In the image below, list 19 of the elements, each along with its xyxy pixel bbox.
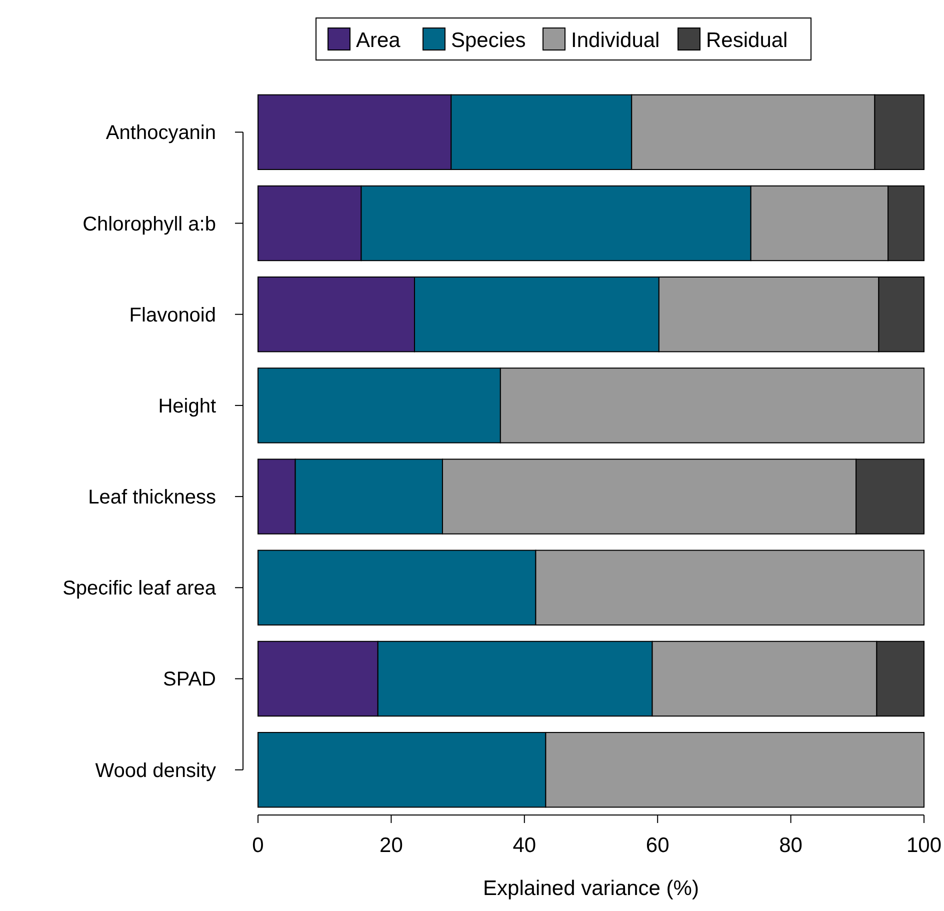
legend-label: Individual — [571, 29, 660, 52]
y-tick-label: Specific leaf area — [62, 578, 217, 600]
x-tick-label: 60 — [646, 834, 670, 857]
y-tick-label: SPAD — [163, 668, 216, 691]
x-tick-label: 0 — [252, 834, 264, 857]
legend-label: Species — [451, 29, 526, 52]
x-axis-title: Explained variance (%) — [483, 877, 699, 900]
y-tick-label: Height — [158, 395, 216, 418]
y-tick-label: Anthocyanin — [106, 122, 216, 144]
x-tick-label: 20 — [380, 834, 403, 857]
y-tick-label: Chlorophyll a:b — [82, 213, 216, 236]
y-tick-label: Wood density — [95, 760, 216, 782]
legend-label: Residual — [706, 29, 788, 52]
x-tick-label: 40 — [512, 834, 536, 857]
legend-label: Area — [356, 29, 401, 52]
y-tick-label: Leaf thickness — [88, 486, 216, 509]
y-tick-label: Flavonoid — [129, 304, 216, 326]
x-tick-label: 100 — [906, 834, 942, 857]
x-tick-label: 80 — [779, 834, 802, 857]
